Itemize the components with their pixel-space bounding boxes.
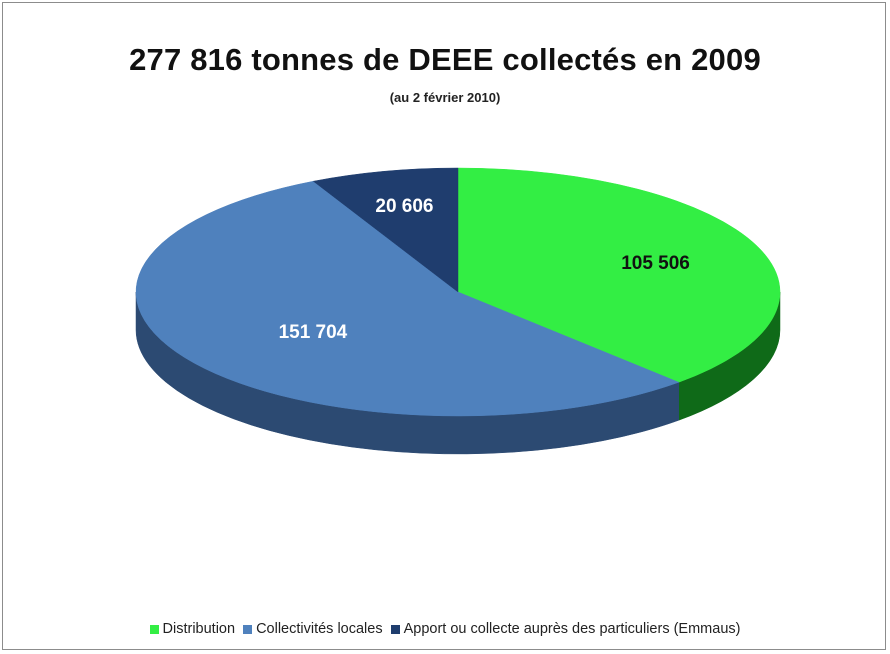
pie-slice-2 xyxy=(312,167,459,293)
chart-legend: Distribution Collectivités locales Appor… xyxy=(0,621,890,637)
legend-item-distribution: Distribution xyxy=(149,621,236,637)
legend-swatch-distribution xyxy=(149,624,159,634)
pie-data-label-1: 151 704 xyxy=(279,322,348,343)
legend-swatch-collectivites xyxy=(243,624,253,634)
chart-title: 277 816 tonnes de DEEE collectés en 2009 xyxy=(129,42,761,77)
pie-slice-0 xyxy=(457,167,781,383)
legend-item-collectivites: Collectivités locales xyxy=(243,621,383,637)
pie-slice-1 xyxy=(135,180,680,417)
legend-label-apport: Apport ou collecte auprès des particulie… xyxy=(403,621,741,637)
legend-label-distribution: Distribution xyxy=(162,621,236,637)
pie-data-label-0: 105 506 xyxy=(621,253,690,274)
pie-data-label-2: 20 606 xyxy=(375,196,433,217)
legend-item-apport: Apport ou collecte auprès des particulie… xyxy=(390,621,741,637)
legend-swatch-apport xyxy=(390,624,400,634)
chart-subtitle: (au 2 février 2010) xyxy=(389,90,501,105)
legend-label-collectivites: Collectivités locales xyxy=(256,621,383,637)
